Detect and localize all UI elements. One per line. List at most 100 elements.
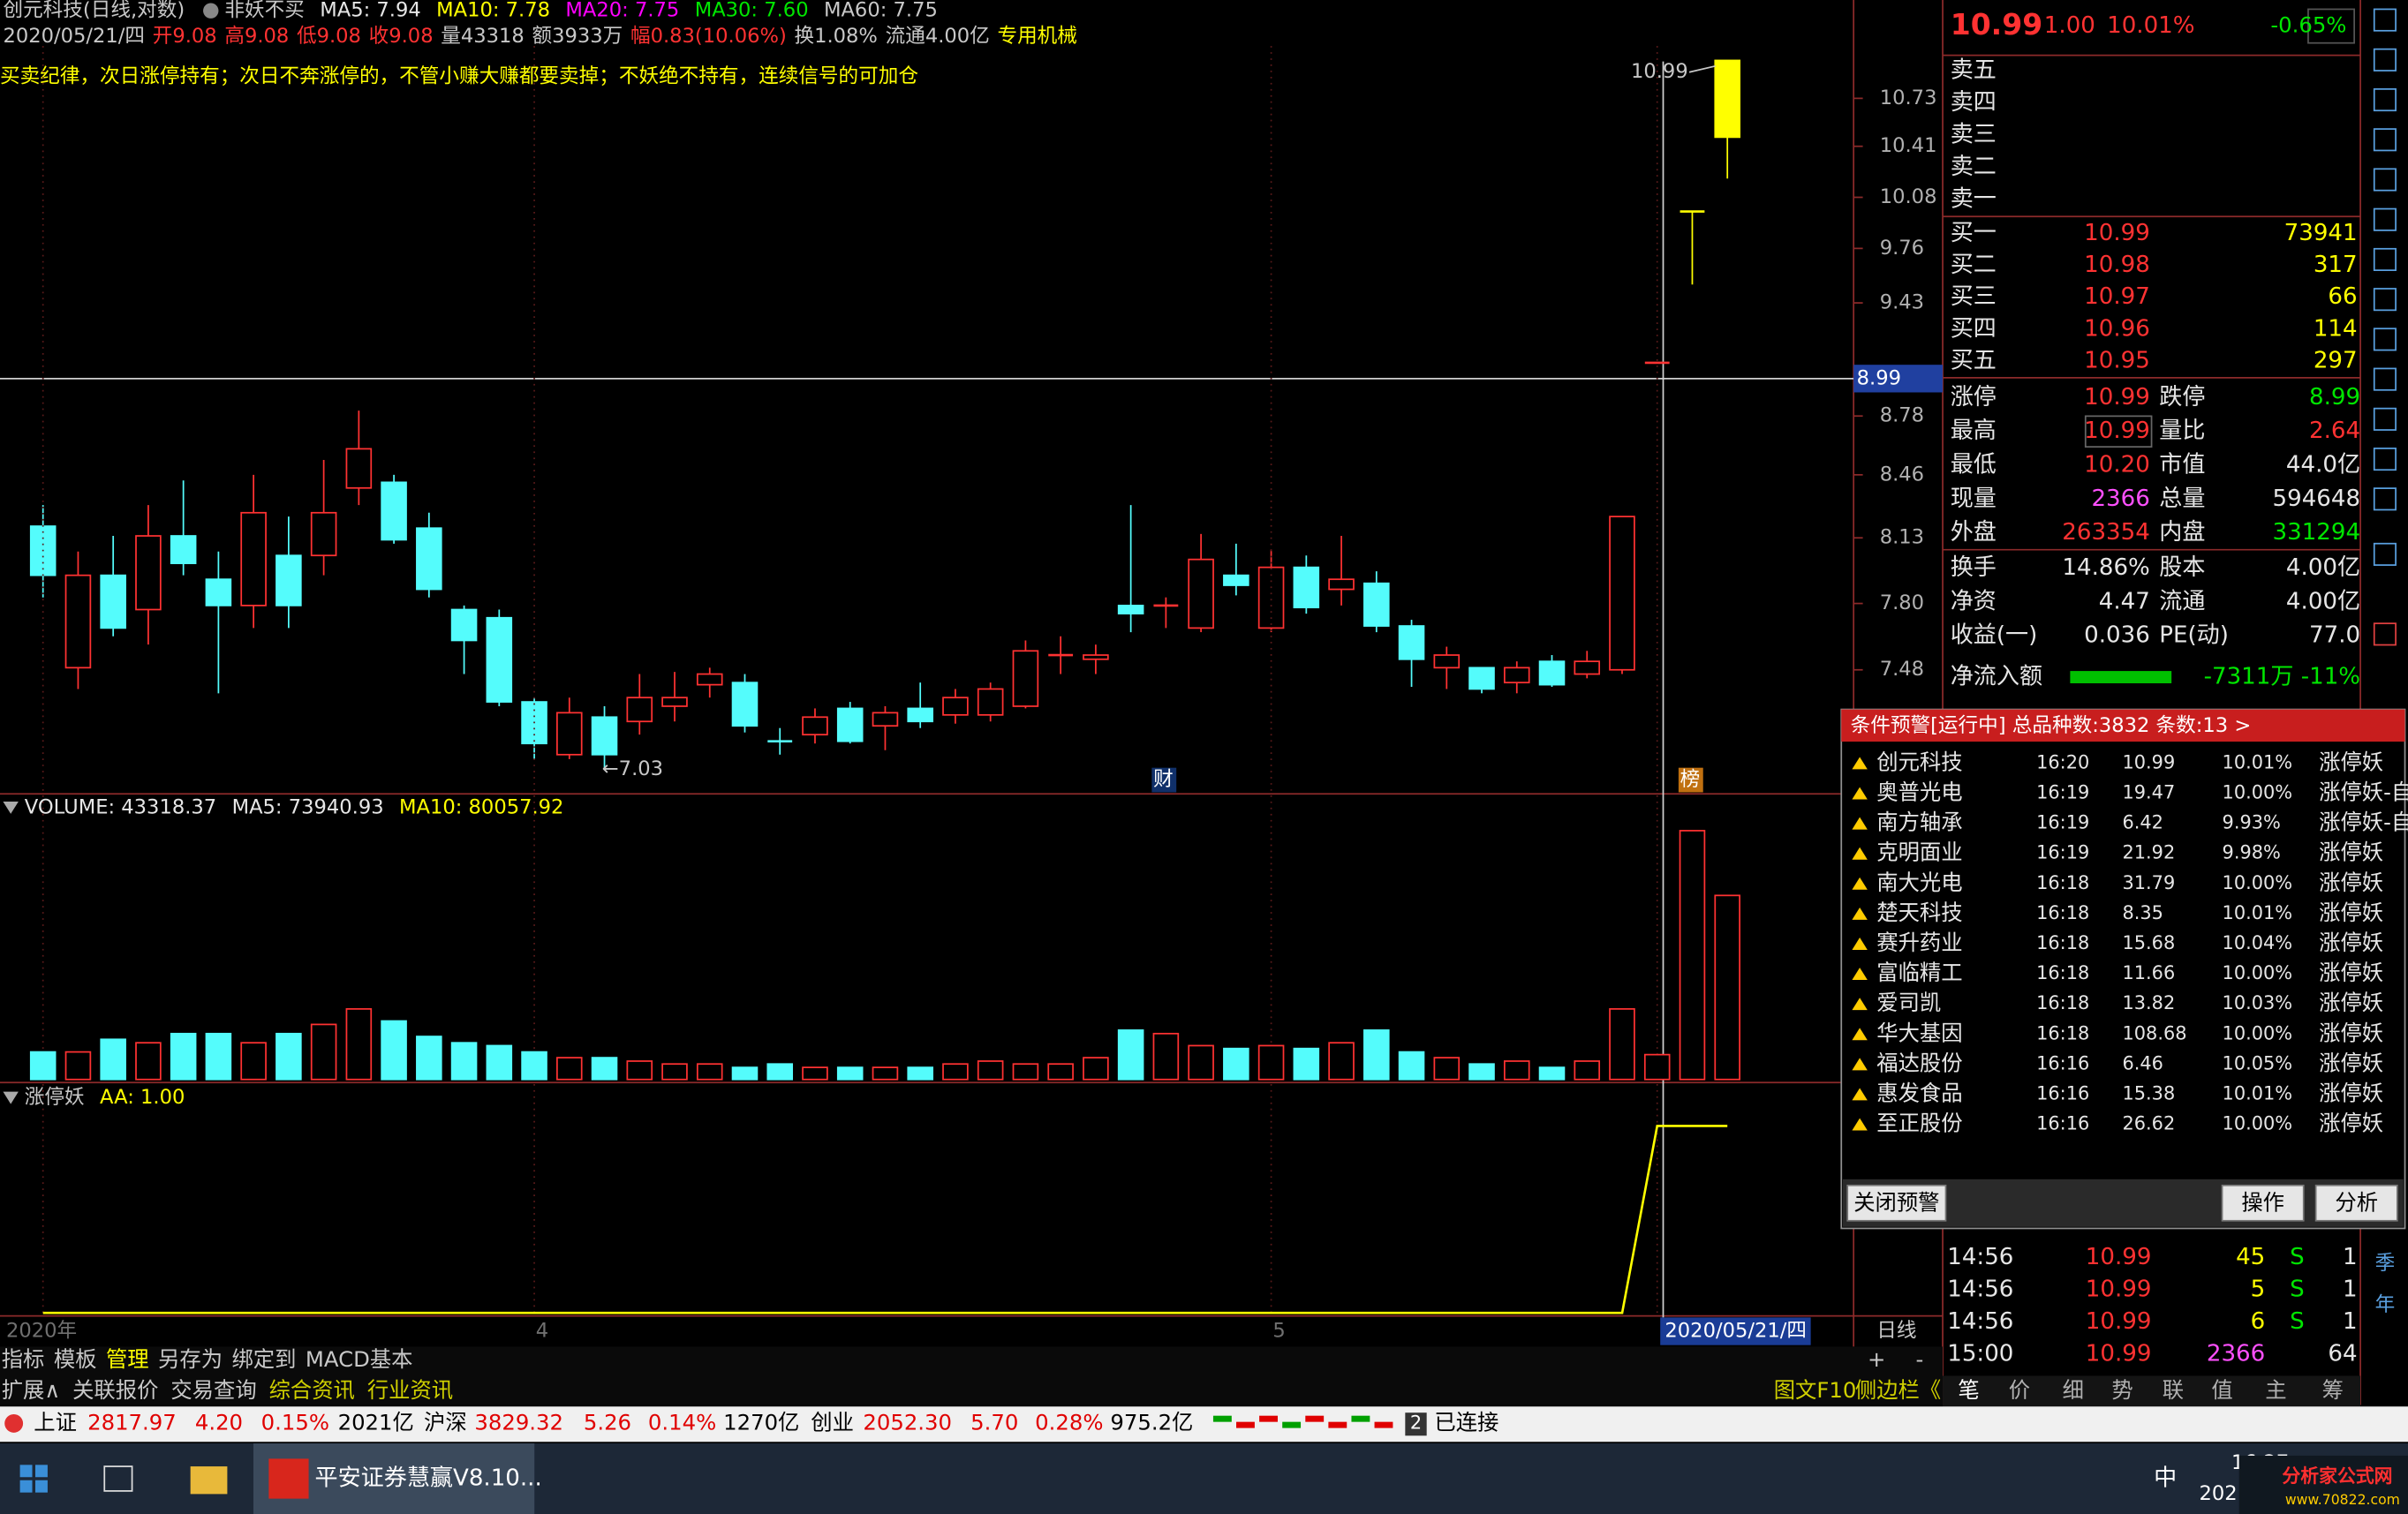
alert-cell[interactable]: 16:16 [2036,1113,2089,1134]
toolbar-item[interactable]: 侧边栏《 [1855,1377,1941,1403]
tab[interactable]: 主 [2265,1377,2286,1403]
alert-cell[interactable]: 15.68 [2123,932,2176,953]
alert-cell[interactable]: 南大光电 [1876,870,1962,895]
side-icon[interactable] [2373,487,2397,511]
alert-cell[interactable]: 10.03% [2223,992,2293,1013]
alert-cell[interactable]: 惠发食品 [1876,1080,1962,1105]
alert-cell[interactable]: 11.66 [2123,962,2176,983]
alert-cell[interactable]: 涨停妖 [2319,930,2383,955]
alert-cell[interactable]: 6.46 [2123,1052,2163,1073]
alert-cell[interactable]: 10.00% [2223,962,2293,983]
side-label[interactable]: 季 [2375,1252,2396,1275]
alert-cell[interactable]: 涨停妖 [2319,900,2383,925]
alert-cell[interactable]: 10.01% [2223,751,2293,772]
explorer-icon[interactable] [190,1466,228,1495]
alert-cell[interactable]: 16:16 [2036,1082,2089,1103]
zoom-button[interactable]: + [1868,1346,1885,1372]
alert-cell[interactable]: 楚天科技 [1876,900,1962,925]
tab[interactable]: 筹 [2322,1377,2344,1403]
alert-cell[interactable]: 16:18 [2036,932,2089,953]
alert-button-label[interactable]: 操作 [2241,1190,2284,1216]
alert-cell[interactable]: 16:16 [2036,1052,2089,1073]
alert-button[interactable] [1846,1184,1947,1222]
alert-cell[interactable]: 9.93% [2223,812,2281,833]
side-icon[interactable] [2373,622,2397,646]
alert-cell[interactable]: 10.01% [2223,902,2293,923]
side-icon[interactable] [2373,407,2397,431]
side-icon[interactable] [2373,542,2397,566]
alert-button-label[interactable]: 关闭预警 [1853,1190,1939,1216]
alert-cell[interactable]: 26.62 [2123,1113,2176,1134]
alert-cell[interactable]: 涨停妖 [2319,1080,2383,1105]
alert-cell[interactable]: 10.00% [2223,872,2293,893]
alert-cell[interactable]: 涨停妖 [2319,990,2383,1015]
alert-cell[interactable]: 涨停妖 [2319,960,2383,985]
alert-cell[interactable]: 涨停妖 [2319,870,2383,895]
alert-cell[interactable]: 21.92 [2123,842,2176,863]
ime[interactable]: 中 [2154,1465,2177,1491]
alert-cell[interactable]: 福达股份 [1876,1050,1962,1075]
alert-cell[interactable]: 涨停妖 [2319,840,2383,865]
alert-button[interactable] [2314,1184,2398,1222]
alert-cell[interactable]: 108.68 [2123,1022,2187,1043]
alert-cell[interactable]: 至正股份 [1876,1111,1962,1136]
tab[interactable]: 笔 [1958,1377,1979,1403]
alert-button-label[interactable]: 分析 [2335,1190,2378,1216]
alert-cell[interactable]: 16:18 [2036,902,2089,923]
alert-cell[interactable]: 10.00% [2223,1113,2293,1134]
side-icon[interactable] [2373,247,2397,271]
alert-cell[interactable]: 赛升药业 [1876,930,1962,955]
tab[interactable]: 值 [2211,1377,2232,1403]
side-icon[interactable] [2373,128,2397,152]
alert-cell[interactable]: 爱司凯 [1876,990,1941,1015]
side-icon[interactable] [2373,88,2397,112]
alert-cell[interactable]: 华大基因 [1876,1020,1962,1045]
alert-cell[interactable]: 16:18 [2036,1022,2089,1043]
task-view-icon[interactable] [103,1465,133,1492]
side-icon[interactable] [2373,207,2397,231]
side-icon[interactable] [2373,367,2397,391]
side-icon[interactable] [2373,448,2397,471]
alert-cell[interactable]: 15.38 [2123,1082,2176,1103]
toolbar-item[interactable]: 图文F10 [1774,1377,1857,1403]
tab[interactable]: 细 [2063,1377,2084,1403]
side-icon[interactable] [2373,48,2397,72]
alert-cell[interactable]: 16:18 [2036,962,2089,983]
alert-cell[interactable]: 南方轴承 [1876,810,1962,835]
side-icon[interactable] [2373,288,2397,312]
alert-cell[interactable]: 创元科技 [1876,749,1962,774]
alert-cell[interactable]: 19.47 [2123,782,2176,803]
alert-cell[interactable]: 16:19 [2036,782,2089,803]
alert-cell[interactable]: 10.05% [2223,1052,2293,1073]
alert-cell[interactable]: 涨停妖 [2319,1111,2383,1136]
alert-cell[interactable]: 13.82 [2123,992,2176,1013]
alert-cell[interactable]: 16:19 [2036,812,2089,833]
windows-logo[interactable] [19,1465,48,1493]
side-label[interactable]: 年 [2375,1293,2396,1316]
alert-cell[interactable]: 9.98% [2223,842,2281,863]
task-label[interactable]: 平安证券慧赢V8.10... [315,1465,542,1491]
alert-cell[interactable]: 奥普光电 [1876,780,1962,805]
alert-cell[interactable]: 涨停妖 [2319,1020,2383,1045]
tab[interactable]: 势 [2111,1377,2132,1403]
alert-cell[interactable]: 富临精工 [1876,960,1962,985]
alert-cell[interactable]: 10.99 [2123,751,2176,772]
alert-cell[interactable]: 16:18 [2036,872,2089,893]
zoom-button[interactable]: - [1916,1346,1924,1372]
alert-cell[interactable]: 6.42 [2123,812,2163,833]
alert-cell[interactable]: 10.00% [2223,782,2293,803]
alert-cell[interactable]: 10.04% [2223,932,2293,953]
alert-cell[interactable]: 克明面业 [1876,840,1962,865]
alert-cell[interactable]: 8.35 [2123,902,2163,923]
alert-cell[interactable]: 涨停妖-自 [2319,780,2408,805]
alert-cell[interactable]: 涨停妖 [2319,1050,2383,1075]
alert-cell[interactable]: 31.79 [2123,872,2176,893]
tab[interactable]: 价 [2009,1377,2030,1403]
alert-cell[interactable]: 10.01% [2223,1082,2293,1103]
alert-cell[interactable]: 涨停妖 [2319,749,2383,774]
alert-cell[interactable]: 16:20 [2036,751,2089,772]
side-icon[interactable] [2373,328,2397,351]
side-icon[interactable] [2373,8,2397,32]
side-icon[interactable] [2373,168,2397,192]
alert-cell[interactable]: 涨停妖-自 [2319,810,2408,835]
